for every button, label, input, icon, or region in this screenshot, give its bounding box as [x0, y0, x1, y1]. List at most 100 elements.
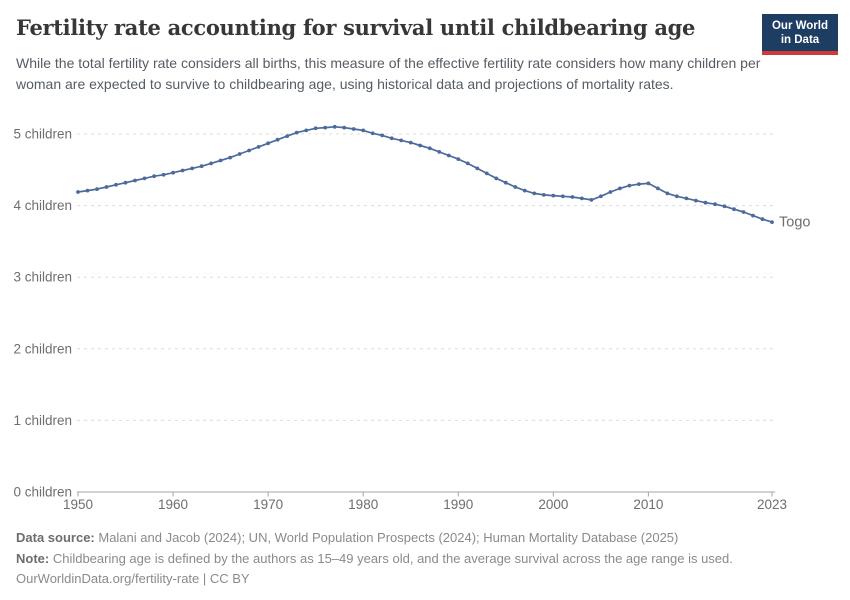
data-point-marker	[570, 195, 575, 199]
note-text: Childbearing age is defined by the autho…	[49, 550, 733, 566]
data-point-marker	[133, 178, 137, 183]
data-point-marker	[228, 155, 233, 160]
data-point-marker	[522, 188, 527, 193]
data-point-marker	[285, 134, 290, 138]
data-point-marker	[770, 220, 774, 224]
data-point-marker	[370, 131, 375, 136]
data-point-marker	[703, 200, 708, 205]
owid-logo[interactable]: Our World in Data	[762, 14, 838, 55]
data-point-marker	[608, 190, 613, 194]
y-tick-label: 4 children	[13, 198, 72, 213]
data-point-marker	[399, 138, 404, 143]
data-point-marker	[313, 126, 318, 131]
data-point-marker	[380, 133, 385, 138]
data-source-line: Data source: Malani and Jacob (2024); UN…	[16, 528, 836, 549]
data-point-marker	[95, 187, 99, 191]
data-point-marker	[665, 191, 670, 196]
series-line-togo[interactable]	[77, 125, 773, 223]
y-tick-label: 3 children	[13, 270, 72, 285]
data-point-marker	[294, 130, 299, 135]
data-point-marker	[171, 170, 176, 175]
data-point-marker	[218, 158, 223, 163]
data-point-marker	[541, 193, 546, 197]
data-point-marker	[237, 152, 242, 156]
x-tick-label: 1960	[158, 497, 188, 512]
x-tick-label: 1990	[443, 497, 473, 512]
data-point-marker	[656, 186, 660, 191]
y-tick-label: 5 children	[13, 127, 72, 142]
note-line: Note: Childbearing age is defined by the…	[16, 549, 836, 570]
license-text: OurWorldinData.org/fertility-rate | CC B…	[16, 571, 250, 586]
line-chart: 0 children 1 children 2 children 3 children…	[13, 124, 810, 512]
note-label: Note:	[16, 550, 50, 566]
data-point-marker	[123, 180, 128, 185]
data-point-marker	[713, 202, 717, 207]
data-point-marker	[275, 137, 280, 142]
data-point-marker	[513, 185, 518, 189]
y-tick-label: 2 children	[13, 341, 72, 356]
data-point-marker	[199, 164, 204, 169]
data-point-marker	[722, 204, 727, 209]
data-point-marker	[484, 171, 489, 176]
data-point-marker	[551, 193, 556, 198]
data-point-marker	[152, 174, 157, 179]
data-point-marker	[209, 161, 214, 166]
data-point-marker	[161, 172, 166, 177]
chart-footer: Data source: Malani and Jacob (2024); UN…	[16, 528, 836, 590]
data-point-marker	[627, 183, 632, 188]
data-point-marker	[323, 125, 328, 130]
data-point-marker	[332, 124, 337, 129]
data-point-marker	[180, 168, 185, 173]
data-point-marker	[446, 153, 451, 158]
data-point-marker	[675, 194, 679, 199]
y-tick-label: 0 children	[13, 485, 72, 500]
owid-logo-line1: Our World	[771, 20, 828, 32]
x-tick-label: 1970	[253, 497, 283, 512]
data-point-marker	[694, 198, 698, 203]
data-point-marker	[190, 166, 195, 171]
data-point-marker	[456, 157, 461, 161]
data-point-marker	[85, 188, 90, 193]
series-end-label[interactable]: Togo	[779, 215, 810, 231]
x-tick-label: 2023	[757, 497, 787, 512]
data-point-marker	[465, 161, 470, 166]
data-point-marker	[589, 198, 594, 202]
data-point-marker	[560, 194, 565, 199]
data-point-marker	[532, 191, 537, 196]
data-point-marker	[684, 196, 689, 201]
data-point-marker	[475, 166, 480, 171]
chart-subtitle: While the total fertility rate considers…	[16, 55, 761, 92]
y-tick-label: 1 children	[13, 413, 72, 428]
data-point-marker	[760, 217, 765, 222]
data-point-marker	[646, 181, 651, 186]
data-point-marker	[104, 185, 109, 189]
data-point-marker	[351, 127, 356, 131]
data-point-marker	[503, 180, 508, 185]
data-point-marker	[142, 176, 147, 181]
data-point-marker	[342, 125, 347, 130]
data-point-marker	[256, 145, 261, 149]
data-point-marker	[494, 176, 499, 181]
license-line[interactable]: OurWorldinData.org/fertility-rate | CC B…	[16, 569, 836, 590]
data-source-label: Data source:	[16, 530, 95, 545]
x-tick-label: 2010	[633, 497, 663, 512]
data-point-marker	[751, 213, 755, 218]
data-point-marker	[732, 207, 736, 212]
data-point-marker	[76, 190, 80, 194]
data-point-marker	[247, 148, 252, 153]
data-point-marker	[389, 136, 394, 141]
x-tick-label: 1950	[63, 497, 93, 512]
x-tick-label: 1980	[348, 497, 378, 512]
data-point-marker	[304, 128, 309, 133]
data-point-marker	[114, 182, 118, 187]
data-point-marker	[599, 194, 603, 199]
data-point-marker	[361, 128, 366, 133]
chart-title: Fertility rate accounting for survival u…	[16, 15, 696, 40]
data-point-marker	[437, 150, 442, 154]
data-point-marker	[418, 143, 423, 148]
data-point-marker	[427, 146, 432, 151]
data-point-marker	[618, 186, 622, 191]
data-point-marker	[408, 140, 413, 145]
data-point-marker	[637, 182, 641, 186]
